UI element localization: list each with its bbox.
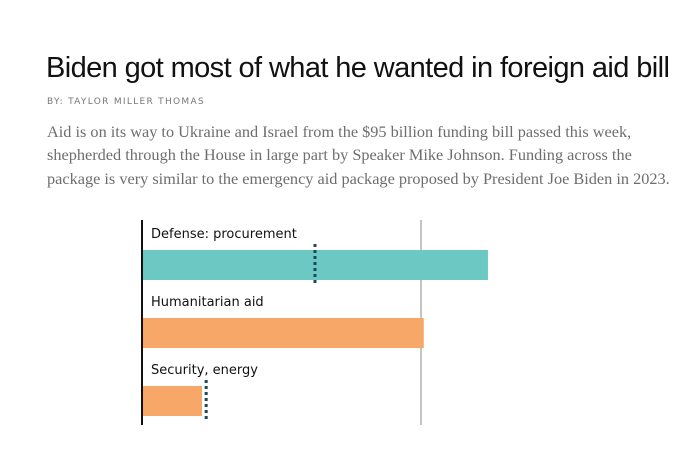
page-title: Biden got most of what he wanted in fore…: [46, 52, 670, 84]
bar: [142, 386, 202, 416]
category-label: Humanitarian aid: [151, 295, 264, 310]
byline: BY: TAYLOR MILLER THOMAS: [47, 97, 205, 107]
article-body: Aid is on its way to Ukraine and Israel …: [47, 122, 670, 188]
category-label: Defense: procurement: [151, 227, 297, 242]
category-label: Security, energy: [151, 363, 258, 378]
bar: [142, 318, 424, 348]
